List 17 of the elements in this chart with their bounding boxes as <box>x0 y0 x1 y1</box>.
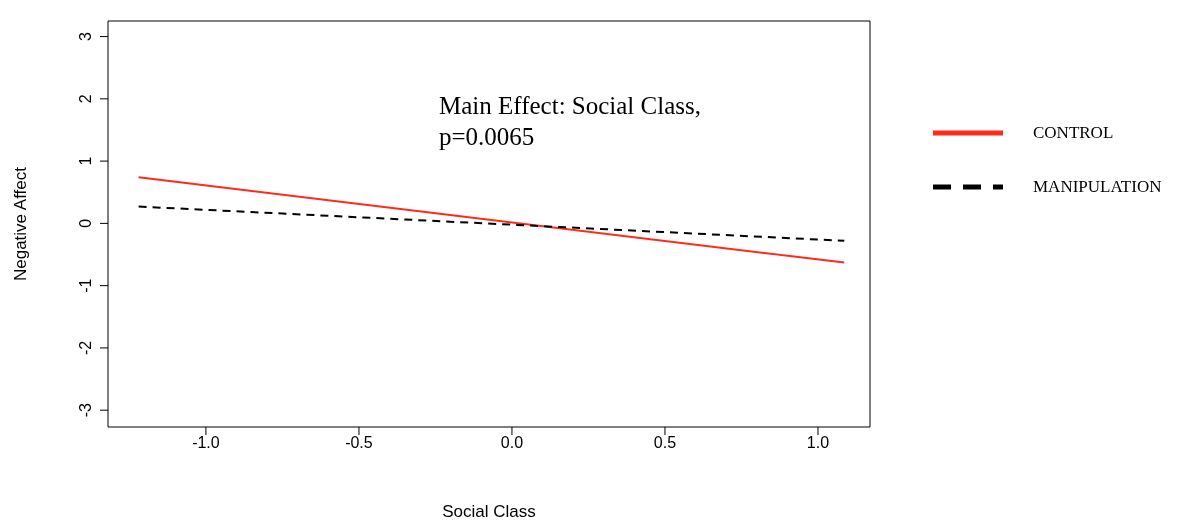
y-axis-title: Negative Affect <box>11 166 31 282</box>
x-tick-label: 0.0 <box>500 434 524 452</box>
x-tick-label: 1.0 <box>806 434 830 452</box>
x-tick-label: 0.5 <box>653 434 677 452</box>
x-axis-title: Social Class <box>442 502 536 521</box>
annotation: Main Effect: Social Class, p=0.0065 <box>439 91 701 153</box>
y-tick-label: -2 <box>77 340 94 356</box>
y-tick-label: 0 <box>77 218 94 228</box>
x-tick-label: -0.5 <box>345 434 373 452</box>
y-tick-label: -1 <box>77 278 94 293</box>
legend-label: CONTROL <box>1033 123 1114 143</box>
y-tick-label: -3 <box>77 402 94 418</box>
x-tick-label: -1.0 <box>192 434 220 452</box>
y-tick-label: 2 <box>77 94 94 104</box>
y-tick-label: 1 <box>77 156 94 166</box>
legend-label: MANIPULATION <box>1033 177 1162 197</box>
y-tick-label: 3 <box>77 32 94 42</box>
